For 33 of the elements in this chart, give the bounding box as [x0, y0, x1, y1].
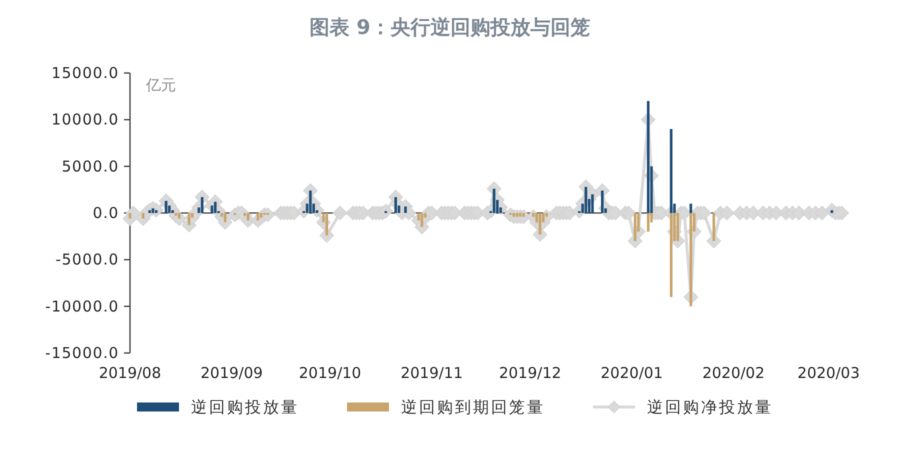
x-tick-label: 2019/12: [498, 364, 562, 382]
bar: [584, 186, 588, 213]
bar: [394, 197, 397, 213]
chart-title: 图表 9：央行逆回购投放与回笼: [310, 15, 590, 39]
legend-label: 逆回购到期回笼量: [401, 398, 545, 416]
y-axis-title: 亿元: [145, 76, 176, 94]
legend-label: 逆回购投放量: [191, 398, 299, 416]
bar: [164, 200, 168, 213]
bar: [690, 213, 692, 306]
x-tick-label: 2020/01: [600, 364, 663, 382]
bar: [670, 129, 672, 213]
y-tick-label: -15000.0: [45, 344, 119, 362]
bar: [492, 188, 496, 213]
y-tick-label: -5000.0: [56, 250, 119, 269]
bar: [591, 194, 594, 213]
x-tick-label: 2019/08: [98, 364, 162, 382]
y-tick-label: -10000.0: [45, 297, 119, 316]
bar: [646, 101, 650, 213]
bar: [670, 213, 672, 297]
bar: [634, 213, 636, 241]
y-tick-label: 10000.0: [51, 110, 119, 129]
bar: [188, 213, 190, 226]
x-tick-label: 2019/09: [200, 364, 263, 382]
bar: [646, 213, 650, 232]
x-tick-label: 2019/10: [298, 364, 362, 382]
legend-label: 逆回购净投放量: [647, 398, 773, 416]
x-tick-label: 2019/11: [400, 364, 463, 382]
bar: [325, 213, 328, 236]
x-tick-label: 2020/02: [702, 364, 765, 382]
x-tick-label: 2020/03: [797, 364, 860, 382]
y-tick-label: 15000.0: [51, 64, 119, 82]
y-tick-label: 5000.0: [62, 157, 119, 176]
y-tick-label: 0.0: [92, 204, 119, 222]
